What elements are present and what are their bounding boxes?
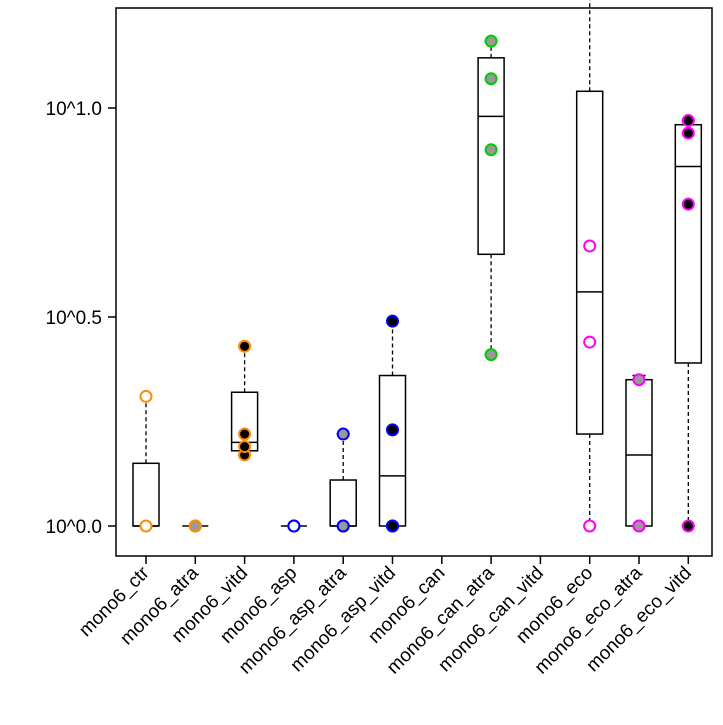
y-axis: 10^0.010^0.510^1.010^1.510^2.0: [46, 99, 116, 538]
box-iqr: [329, 479, 357, 527]
box-group: [182, 519, 209, 533]
data-point: [484, 143, 498, 157]
data-point: [583, 239, 597, 253]
box-iqr: [378, 374, 407, 527]
box-group: [280, 519, 307, 533]
data-point: [238, 427, 252, 441]
data-point: [287, 519, 301, 533]
y-tick-label: 10^0.0: [46, 517, 102, 538]
x-axis: mono6_ctrmono6_atramono6_vitdmono6_aspmo…: [75, 556, 696, 678]
y-tick-label: 10^1.0: [46, 99, 102, 120]
data-point: [188, 519, 202, 533]
box-group: [378, 314, 407, 533]
data-point: [681, 126, 695, 140]
data-point: [484, 348, 498, 362]
data-point: [336, 427, 350, 441]
data-point: [583, 519, 597, 533]
plot-frame: [115, 7, 713, 557]
data-point: [632, 519, 646, 533]
data-point: [681, 197, 695, 211]
box-group: [329, 427, 357, 533]
data-point: [484, 34, 498, 48]
box-iqr: [132, 462, 160, 527]
box-group: [674, 114, 703, 533]
box-iqr: [625, 378, 653, 527]
data-point: [386, 423, 399, 437]
data-point: [238, 339, 252, 353]
boxes-layer: [132, 0, 703, 533]
box-group: [132, 389, 160, 533]
data-point: [681, 519, 695, 533]
data-point: [386, 519, 399, 533]
data-point: [139, 389, 153, 403]
data-point: [583, 335, 597, 349]
data-point: [386, 314, 399, 328]
data-point: [139, 519, 153, 533]
data-point: [681, 114, 695, 128]
box-iqr: [575, 90, 604, 435]
box-group: [477, 34, 505, 362]
box-group: [575, 0, 604, 533]
data-point: [238, 440, 252, 454]
box-group: [625, 373, 653, 533]
data-point: [336, 519, 350, 533]
box-group: [230, 339, 259, 462]
box-iqr: [477, 57, 505, 256]
data-point: [632, 373, 646, 387]
y-tick-label: 10^0.5: [46, 308, 102, 329]
box-iqr: [674, 123, 703, 364]
data-point: [484, 72, 498, 86]
